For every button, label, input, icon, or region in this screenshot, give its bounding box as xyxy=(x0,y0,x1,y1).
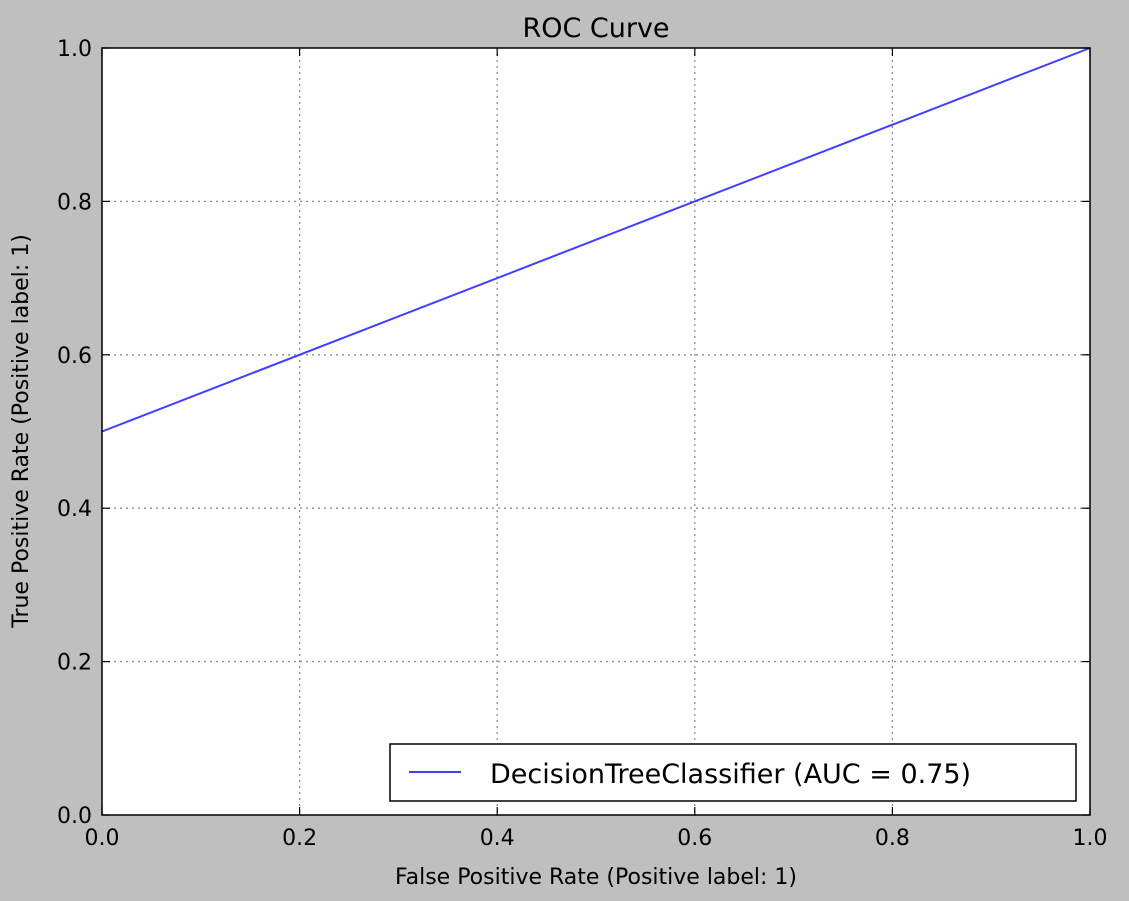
x-tick-label: 1.0 xyxy=(1073,826,1108,851)
y-tick-label: 0.0 xyxy=(57,804,92,829)
roc-curve-line xyxy=(101,47,1091,433)
legend-label: DecisionTreeClassifier (AUC = 0.75) xyxy=(490,759,971,790)
x-tick-label: 0.2 xyxy=(282,826,317,851)
y-tick-label: 1.0 xyxy=(57,37,92,62)
x-tick-label: 0.8 xyxy=(875,826,910,851)
chart-title: ROC Curve xyxy=(522,13,669,44)
y-tick-label: 0.6 xyxy=(57,344,92,369)
x-tick-label: 0.0 xyxy=(85,826,120,851)
plot-area xyxy=(102,48,1090,815)
legend-box xyxy=(389,743,1077,802)
y-axis-label: True Positive Rate (Positive label: 1) xyxy=(9,234,34,629)
legend: DecisionTreeClassifier (AUC = 0.75) xyxy=(389,743,1077,802)
plot-frame xyxy=(101,47,1091,816)
x-tick-label: 0.4 xyxy=(480,826,515,851)
tick-marks xyxy=(101,47,1091,816)
x-tick-label: 0.6 xyxy=(677,826,712,851)
grid-lines xyxy=(102,48,1090,815)
y-tick-label: 0.2 xyxy=(57,651,92,676)
series-layer xyxy=(101,47,1091,433)
tick-labels: 0.0 0.2 0.4 0.6 0.8 1.0 0.0 0.2 0.4 0.6 0.8 1.0 xyxy=(57,37,1108,851)
x-axis-label: False Positive Rate (Positive label: 1) xyxy=(395,865,797,890)
y-tick-label: 0.4 xyxy=(57,497,92,522)
y-tick-label: 0.8 xyxy=(57,190,92,215)
